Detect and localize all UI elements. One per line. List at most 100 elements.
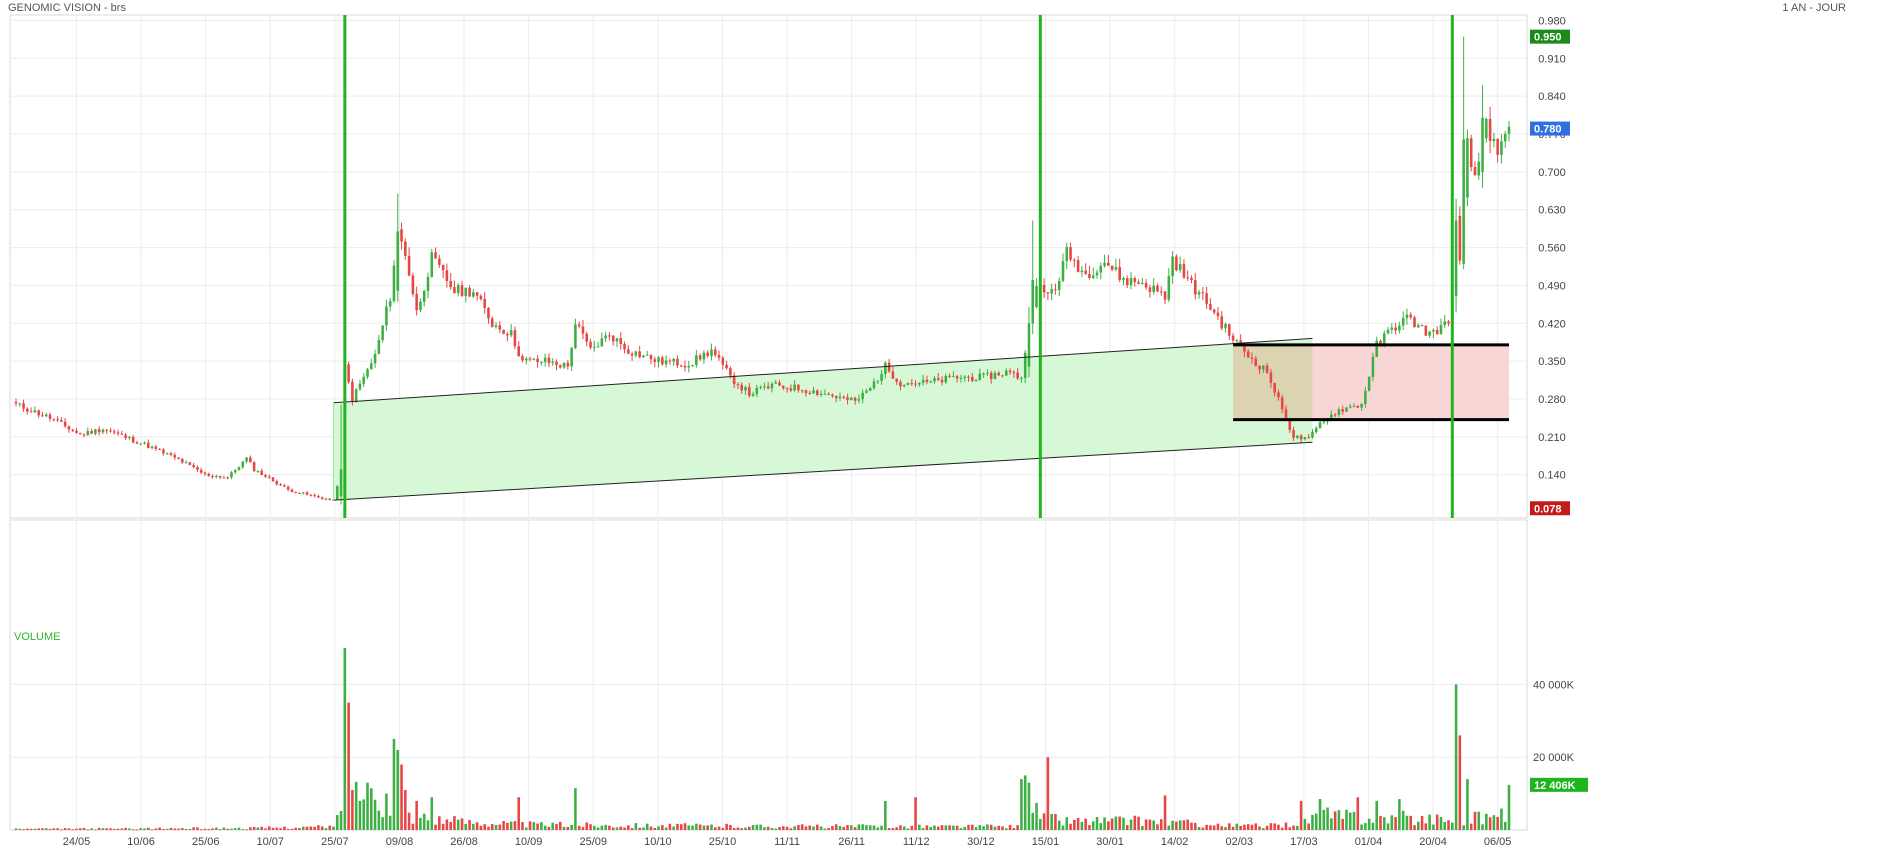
candle-body	[649, 354, 653, 360]
volume-bar	[131, 829, 135, 831]
candle-body	[1348, 406, 1352, 408]
volume-bar	[75, 828, 78, 830]
volume-bar	[1303, 818, 1307, 830]
candle-body	[105, 429, 108, 431]
date-tick-label: 06/05	[1484, 836, 1512, 848]
candle-body	[1190, 277, 1193, 280]
volume-bar	[1001, 826, 1004, 830]
candle-body	[1178, 264, 1182, 271]
candle-body	[952, 376, 955, 378]
candle-body	[1144, 282, 1148, 288]
volume-bar	[865, 825, 868, 830]
volume-bar	[770, 828, 774, 830]
date-tick-label: 25/07	[321, 836, 349, 848]
volume-bar	[1091, 821, 1095, 830]
candle-body	[1398, 325, 1401, 331]
candle-body	[763, 386, 766, 388]
price-tick-label: 0.140	[1538, 470, 1566, 482]
volume-bar	[1216, 823, 1220, 830]
volume-bar	[1159, 819, 1163, 830]
candle-body	[1503, 133, 1507, 142]
volume-bar	[600, 825, 604, 830]
volume-bar	[449, 821, 452, 830]
volume-bar	[1175, 821, 1178, 830]
volume-bar	[619, 826, 623, 830]
candle-body	[351, 381, 354, 402]
candle-body	[974, 379, 978, 382]
volume-bar	[1110, 818, 1114, 830]
date-tick-label: 20/04	[1419, 836, 1447, 848]
volume-bar	[963, 826, 967, 830]
volume-bar	[1273, 823, 1276, 830]
candle-body	[744, 387, 747, 391]
volume-bar	[585, 822, 589, 830]
candle-body	[1152, 285, 1155, 292]
candle-body	[1016, 372, 1019, 379]
volume-bar	[1114, 816, 1118, 830]
volume-bar	[1224, 827, 1227, 830]
date-tick-label: 30/12	[967, 836, 995, 848]
candle-body	[1224, 324, 1227, 329]
volume-bar	[82, 827, 86, 830]
candle-body	[147, 442, 150, 449]
candle-body	[112, 431, 116, 433]
volume-bar	[313, 826, 316, 830]
candle-body	[1454, 220, 1458, 297]
volume-bar	[759, 824, 762, 830]
candle-body	[1228, 324, 1231, 336]
candle-body	[532, 358, 536, 360]
volume-bar	[169, 827, 173, 830]
candle-body	[1500, 141, 1503, 155]
volume-bar	[902, 826, 906, 830]
candle-body	[702, 352, 706, 360]
candle-body	[29, 411, 33, 413]
volume-bar	[831, 826, 834, 830]
candle-body	[388, 301, 392, 307]
candle-body	[475, 292, 479, 296]
candle-body	[233, 470, 237, 473]
volume-bar	[683, 823, 687, 830]
volume-bar	[1050, 813, 1053, 830]
volume-bar	[1148, 819, 1152, 830]
volume-bar	[279, 828, 282, 830]
volume-bar	[812, 826, 815, 830]
candle-body	[44, 414, 48, 416]
volume-bar	[116, 828, 120, 830]
volume-bar	[827, 827, 830, 830]
volume-bar	[1054, 813, 1057, 830]
candle-body	[566, 362, 570, 367]
volume-bar	[676, 823, 679, 830]
volume-bar	[1424, 823, 1428, 830]
candle-body	[1284, 409, 1288, 422]
volume-bar	[1250, 824, 1254, 830]
volume-bar	[419, 817, 422, 830]
candle-body	[986, 372, 989, 374]
volume-bar	[1061, 825, 1065, 830]
volume-bar	[891, 828, 895, 830]
volume-bar	[1428, 814, 1431, 830]
candle-body	[124, 434, 127, 438]
volume-bar	[1103, 817, 1106, 830]
range-zone-overlap	[1233, 344, 1313, 420]
volume-bar	[1201, 827, 1205, 830]
date-tick-label: 30/01	[1096, 836, 1124, 848]
volume-bar	[264, 828, 267, 830]
volume-bar	[1129, 819, 1133, 830]
volume-bar	[468, 819, 471, 830]
volume-bar	[509, 821, 513, 830]
candle-body	[264, 474, 267, 477]
volume-bar	[785, 826, 789, 830]
candle-body	[468, 287, 471, 297]
volume-bar	[808, 825, 812, 830]
volume-bar	[252, 826, 256, 830]
volume-bar	[698, 824, 702, 830]
volume-bar	[1299, 800, 1303, 830]
candle-body	[661, 357, 664, 365]
candle-body	[1099, 265, 1103, 273]
candle-body	[154, 446, 158, 449]
chart-title: GENOMIC VISION - brs	[8, 2, 126, 14]
volume-bar	[1265, 825, 1269, 830]
date-tick-label: 24/05	[63, 836, 91, 848]
candle-body	[120, 433, 124, 435]
volume-bar	[237, 827, 241, 830]
